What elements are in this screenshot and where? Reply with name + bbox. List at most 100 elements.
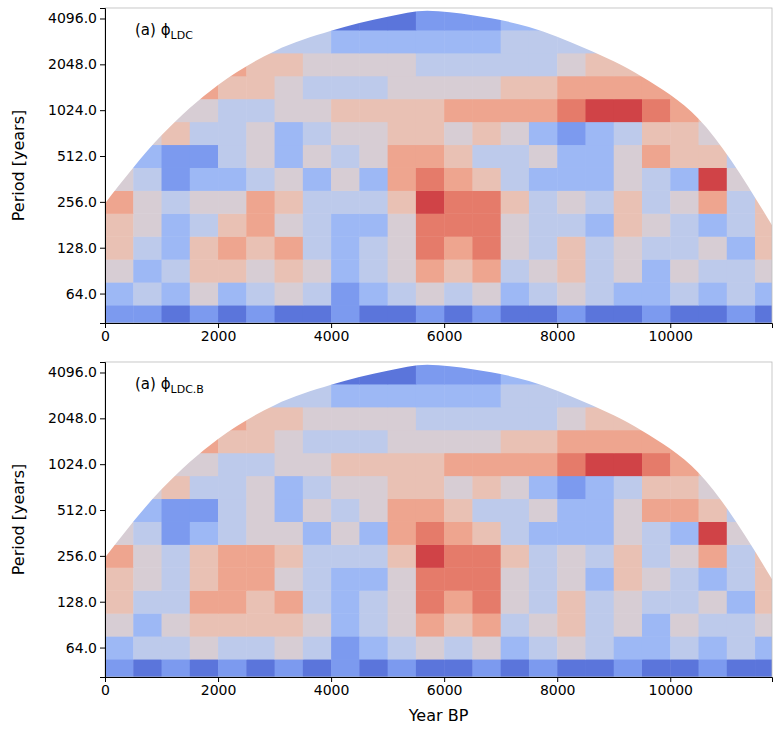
y-tick-mark bbox=[100, 294, 105, 295]
cell bbox=[416, 567, 445, 590]
cell bbox=[133, 590, 162, 613]
cell bbox=[359, 659, 388, 677]
cell bbox=[303, 499, 332, 522]
cell bbox=[275, 430, 304, 453]
y-axis: 64.0128.0256.0512.01024.02048.04096.0 bbox=[48, 9, 106, 324]
cell bbox=[388, 53, 417, 76]
cell bbox=[105, 636, 134, 659]
cell bbox=[585, 499, 614, 522]
cell bbox=[585, 190, 614, 213]
cell bbox=[190, 122, 219, 145]
cell bbox=[190, 305, 219, 323]
cell bbox=[699, 567, 728, 590]
cell bbox=[444, 476, 473, 499]
cell bbox=[699, 282, 728, 305]
cell bbox=[388, 236, 417, 259]
y-tick: 2048.0 bbox=[48, 410, 105, 426]
cell bbox=[585, 282, 614, 305]
cell bbox=[246, 430, 275, 453]
x-tick-label: 6000 bbox=[427, 682, 463, 698]
cell bbox=[642, 659, 671, 677]
cell bbox=[133, 567, 162, 590]
y-tick-label: 2048.0 bbox=[48, 56, 97, 72]
cell bbox=[529, 521, 558, 544]
y-tick-label: 64.0 bbox=[66, 286, 97, 302]
y-tick-label: 64.0 bbox=[66, 640, 97, 656]
x-tick-label: 2000 bbox=[201, 328, 237, 344]
cell bbox=[246, 236, 275, 259]
cell bbox=[416, 213, 445, 236]
cell bbox=[670, 499, 699, 522]
cell bbox=[444, 453, 473, 476]
cell bbox=[331, 384, 360, 407]
cell bbox=[416, 384, 445, 407]
cell bbox=[642, 259, 671, 282]
cell bbox=[501, 613, 530, 636]
cell bbox=[218, 190, 247, 213]
cell bbox=[162, 236, 191, 259]
cell bbox=[472, 122, 501, 145]
panel-title-subscript: LDC bbox=[171, 29, 194, 42]
cell bbox=[388, 282, 417, 305]
y-axis-title: Period [years] bbox=[9, 110, 28, 222]
cell bbox=[585, 476, 614, 499]
cell bbox=[557, 259, 586, 282]
cell bbox=[699, 236, 728, 259]
cell bbox=[190, 476, 219, 499]
cell bbox=[614, 236, 643, 259]
y-tick: 64.0 bbox=[66, 286, 105, 302]
cell bbox=[275, 99, 304, 122]
cell bbox=[557, 636, 586, 659]
y-tick-label: 512.0 bbox=[57, 148, 97, 164]
cell bbox=[388, 567, 417, 590]
cell bbox=[699, 590, 728, 613]
cell bbox=[444, 99, 473, 122]
cell bbox=[388, 76, 417, 99]
cell bbox=[670, 636, 699, 659]
cell bbox=[501, 213, 530, 236]
cell bbox=[388, 122, 417, 145]
cell bbox=[190, 544, 219, 567]
cell bbox=[755, 305, 772, 323]
cell bbox=[218, 567, 247, 590]
cell bbox=[105, 590, 134, 613]
x-tick-label: 4000 bbox=[314, 328, 350, 344]
cell bbox=[359, 76, 388, 99]
cell bbox=[670, 167, 699, 190]
cell bbox=[444, 384, 473, 407]
cell bbox=[246, 167, 275, 190]
cell bbox=[529, 190, 558, 213]
cell bbox=[614, 544, 643, 567]
cell bbox=[416, 30, 445, 53]
cell bbox=[133, 236, 162, 259]
cone-of-influence bbox=[105, 362, 772, 579]
cell bbox=[614, 453, 643, 476]
cell bbox=[218, 521, 247, 544]
cell bbox=[246, 213, 275, 236]
cell bbox=[303, 476, 332, 499]
cell bbox=[529, 453, 558, 476]
cell bbox=[557, 521, 586, 544]
cell bbox=[162, 213, 191, 236]
cell bbox=[303, 145, 332, 168]
cell bbox=[501, 30, 530, 53]
cell bbox=[614, 282, 643, 305]
cell bbox=[585, 259, 614, 282]
cone-of-influence bbox=[105, 8, 772, 225]
cell bbox=[105, 213, 134, 236]
cell bbox=[331, 30, 360, 53]
cell bbox=[218, 167, 247, 190]
y-axis: 64.0128.0256.0512.01024.02048.04096.0 bbox=[48, 363, 106, 678]
cell bbox=[614, 305, 643, 323]
cell bbox=[275, 453, 304, 476]
cell bbox=[557, 430, 586, 453]
cell bbox=[557, 567, 586, 590]
cell bbox=[501, 384, 530, 407]
cell bbox=[275, 122, 304, 145]
cell bbox=[275, 544, 304, 567]
cell bbox=[388, 407, 417, 430]
cell bbox=[670, 282, 699, 305]
cell bbox=[585, 567, 614, 590]
cell bbox=[246, 590, 275, 613]
cell bbox=[472, 476, 501, 499]
